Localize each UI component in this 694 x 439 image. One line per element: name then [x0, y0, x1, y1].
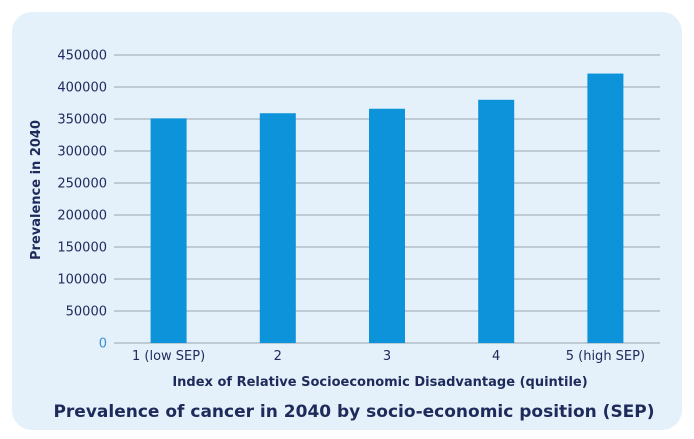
- bars: [150, 73, 624, 344]
- x-tick-label: 1 (low SEP): [132, 349, 205, 364]
- bar: [587, 73, 624, 343]
- y-tick-label: 50000: [66, 305, 107, 320]
- y-tick-label: 350000: [57, 113, 107, 128]
- chart-card: [12, 12, 682, 430]
- y-axis-label: Prevalence in 2040: [29, 120, 44, 260]
- x-tick-label: 5 (high SEP): [566, 349, 645, 364]
- y-tick-label: 450000: [57, 49, 107, 64]
- bar: [478, 99, 515, 343]
- y-tick-labels: 0 50000 100000 150000 200000 250000 300000 3500…: [57, 49, 107, 352]
- bar: [259, 113, 296, 344]
- y-tick-label: 300000: [57, 145, 107, 160]
- bar: [369, 108, 405, 343]
- y-tick-label: 0: [99, 337, 107, 352]
- y-tick-label: 400000: [57, 81, 107, 96]
- x-tick-label: 2: [274, 349, 282, 364]
- y-tick-label: 100000: [57, 273, 107, 288]
- x-axis-label: Index of Relative Socioeconomic Disadvan…: [172, 375, 587, 390]
- x-tick-label: 3: [383, 349, 391, 364]
- x-tick-labels: 1 (low SEP) 2 3 4 5 (high SEP): [132, 349, 645, 364]
- chart-title: Prevalence of cancer in 2040 by socio-ec…: [53, 402, 654, 422]
- bar: [150, 118, 187, 343]
- y-tick-label: 200000: [57, 209, 107, 224]
- y-tick-label: 150000: [57, 241, 107, 256]
- y-tick-label: 250000: [57, 177, 107, 192]
- x-tick-label: 4: [492, 349, 500, 364]
